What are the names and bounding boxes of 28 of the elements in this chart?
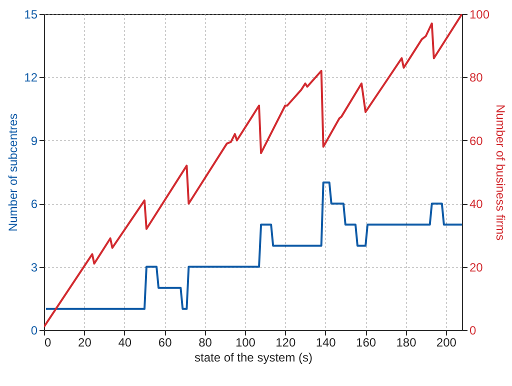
- x-tick-label: 20: [78, 336, 92, 350]
- x-tick-label: 120: [276, 336, 296, 350]
- y2-tick-label: 20: [470, 260, 484, 274]
- x-tick-label: 0: [44, 336, 52, 350]
- x-tick-label: 80: [198, 336, 212, 350]
- x-axis-title: state of the system (s): [194, 350, 313, 364]
- x-tick-label: 40: [118, 336, 132, 350]
- y2-tick-label: 80: [470, 70, 484, 85]
- y-tick-label: 15: [24, 8, 38, 22]
- y-tick-label: 0: [30, 324, 38, 338]
- y2-tick-label: 0: [470, 324, 476, 338]
- y-axis-title: Number of subcentres: [6, 113, 20, 232]
- y2-tick-label: 40: [470, 197, 484, 212]
- x-tick-label: 60: [158, 336, 172, 350]
- x-tick-label: 100: [235, 336, 256, 350]
- y-tick-label: 3: [30, 260, 38, 274]
- x-tick-label: 140: [316, 336, 336, 350]
- x-tick-label: 160: [356, 336, 376, 350]
- y2-tick-label: 60: [470, 134, 484, 148]
- x-tick-label: 200: [436, 336, 457, 350]
- line-series: [45, 182, 462, 310]
- line-series: [44, 14, 462, 328]
- y-tick-label: 9: [30, 134, 38, 148]
- y-tick-label: 12: [24, 70, 38, 85]
- y2-tick-label: 100: [470, 8, 490, 22]
- y2-axis-title: Number of business firms: [494, 104, 508, 241]
- x-tick-label: 180: [396, 336, 417, 350]
- y-tick-label: 6: [30, 197, 38, 212]
